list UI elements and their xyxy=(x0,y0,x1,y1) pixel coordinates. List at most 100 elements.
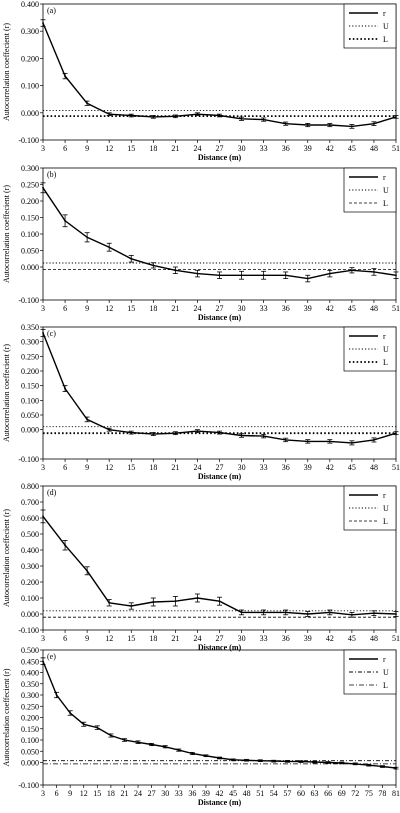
y-tick-label: 0.400 xyxy=(21,669,39,678)
x-tick-label: 3 xyxy=(41,463,45,472)
y-tick-label: 0.250 xyxy=(21,181,39,190)
x-tick-label: 39 xyxy=(304,304,312,313)
x-axis-label: Distance (m) xyxy=(198,472,242,481)
x-tick-label: 3 xyxy=(41,789,45,798)
x-tick-label: 21 xyxy=(171,634,179,643)
data-point xyxy=(86,236,89,239)
x-tick-label: 45 xyxy=(348,634,356,643)
x-tick-label: 45 xyxy=(348,144,356,153)
legend-label-r: r xyxy=(383,9,386,18)
data-point xyxy=(86,102,89,105)
x-tick-label: 45 xyxy=(229,789,237,798)
y-tick-label: 0.200 xyxy=(21,54,39,63)
data-point xyxy=(64,219,66,222)
data-point xyxy=(262,118,265,121)
x-axis-label: Distance (m) xyxy=(198,643,242,652)
x-tick-label: 39 xyxy=(202,789,210,798)
x-tick-label: 12 xyxy=(80,789,88,798)
x-tick-label: 51 xyxy=(256,789,264,798)
data-point xyxy=(232,758,234,761)
x-tick-label: 18 xyxy=(149,304,157,313)
data-point xyxy=(240,434,243,437)
x-tick-label: 33 xyxy=(260,304,268,313)
data-point xyxy=(64,387,66,390)
x-axis-label: Distance (m) xyxy=(198,313,242,322)
x-tick-label: 6 xyxy=(55,789,59,798)
y-tick-label: 0.000 xyxy=(21,610,39,619)
x-tick-label: 54 xyxy=(270,789,278,798)
x-tick-label: 27 xyxy=(216,144,224,153)
data-point xyxy=(196,113,199,116)
data-point xyxy=(86,569,89,572)
legend-label-r: r xyxy=(383,173,386,182)
y-tick-label: 0.300 xyxy=(21,691,39,700)
data-point xyxy=(108,246,111,249)
data-point xyxy=(350,613,353,616)
legend-label-U: U xyxy=(383,186,389,195)
y-tick-label: -0.100 xyxy=(18,626,39,635)
y-tick-label: 0.050 xyxy=(21,411,39,420)
x-tick-label: 33 xyxy=(260,634,268,643)
x-tick-label: 78 xyxy=(378,789,386,798)
legend-label-r: r xyxy=(383,491,386,500)
x-tick-label: 6 xyxy=(63,463,67,472)
data-point xyxy=(328,440,331,443)
data-point xyxy=(205,754,207,757)
x-tick-label: 75 xyxy=(365,789,373,798)
series-r xyxy=(40,509,399,618)
data-point xyxy=(152,601,155,603)
data-point xyxy=(395,115,397,118)
data-point xyxy=(373,271,375,273)
x-tick-label: 9 xyxy=(68,789,72,798)
chart-panel-e: -0.100 0.000 0.050 0.100 0.150 0.200 0.250 0.30… xyxy=(2,646,400,807)
x-tick-label: 30 xyxy=(161,789,169,798)
x-tick-label: 15 xyxy=(127,144,135,153)
x-tick-label: 72 xyxy=(351,789,359,798)
series-r xyxy=(40,182,399,283)
x-tick-label: 3 xyxy=(41,634,45,643)
x-tick-label: 12 xyxy=(105,463,113,472)
y-tick-label: 0.000 xyxy=(21,759,39,768)
panel-label: (e) xyxy=(47,652,56,661)
y-tick-label: 0.400 xyxy=(21,546,39,555)
x-tick-label: 30 xyxy=(238,634,246,643)
x-tick-label: 48 xyxy=(243,789,251,798)
panel-label: (d) xyxy=(47,488,57,497)
data-point xyxy=(350,441,353,444)
x-axis-label: Distance (m) xyxy=(198,798,242,807)
data-point xyxy=(327,761,330,764)
y-tick-label: 0.150 xyxy=(21,725,39,734)
x-tick-label: 51 xyxy=(392,634,400,643)
x-tick-label: 21 xyxy=(120,789,128,798)
data-point xyxy=(69,712,72,714)
x-tick-label: 12 xyxy=(105,304,113,313)
x-tick-label: 36 xyxy=(282,463,290,472)
x-tick-label: 9 xyxy=(85,144,89,153)
y-tick-label: 0.800 xyxy=(21,482,39,491)
x-tick-label: 60 xyxy=(297,789,305,798)
x-tick-label: 42 xyxy=(326,144,334,153)
x-tick-label: 33 xyxy=(260,144,268,153)
x-tick-label: 33 xyxy=(260,463,268,472)
x-tick-label: 36 xyxy=(282,634,290,643)
plot-frame xyxy=(42,167,397,301)
legend-label-U: U xyxy=(383,22,389,31)
y-tick-label: 0.300 xyxy=(21,27,39,36)
data-point xyxy=(191,752,194,755)
data-point xyxy=(164,745,167,748)
y-tick-label: 0.000 xyxy=(21,109,39,118)
x-tick-label: 15 xyxy=(127,304,135,313)
legend-label-L: L xyxy=(383,681,388,690)
x-tick-label: 18 xyxy=(149,144,157,153)
data-point xyxy=(108,428,111,431)
data-point xyxy=(395,613,397,615)
x-tick-label: 18 xyxy=(107,789,115,798)
data-point xyxy=(137,741,139,744)
x-tick-label: 81 xyxy=(392,789,400,798)
data-point xyxy=(350,125,353,128)
legend-label-U: U xyxy=(383,504,389,513)
data-point xyxy=(42,186,44,189)
y-tick-label: 0.400 xyxy=(21,0,39,9)
x-tick-label: 45 xyxy=(348,304,356,313)
data-point xyxy=(373,612,375,615)
